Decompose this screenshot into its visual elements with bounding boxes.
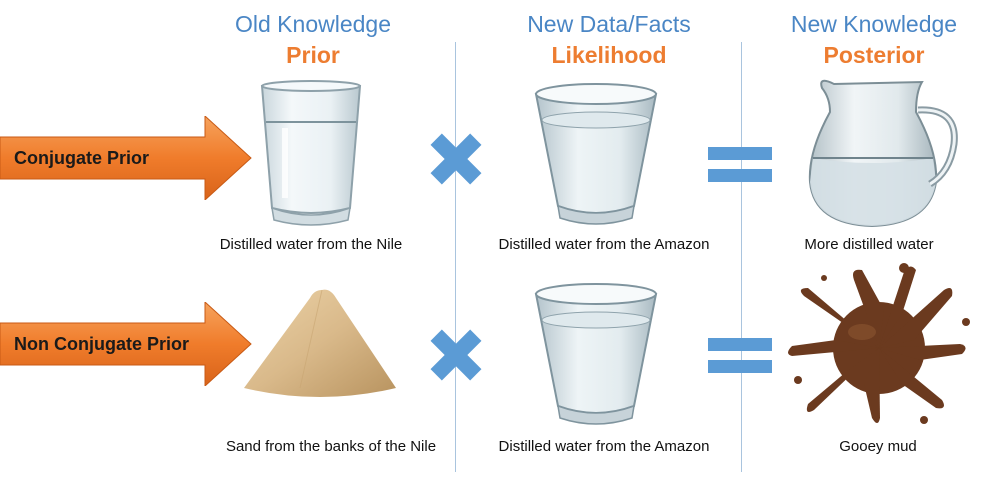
column-title: Old Knowledge xyxy=(235,11,391,37)
multiply-icon xyxy=(430,329,482,381)
caption-posterior-row2: Gooey mud xyxy=(839,438,917,455)
column-header-prior: Old Knowledge Prior xyxy=(183,10,443,70)
equals-icon xyxy=(708,338,772,373)
multiply-icon xyxy=(430,133,482,185)
column-title: New Knowledge xyxy=(790,11,958,37)
column-subtitle: Prior xyxy=(286,42,340,68)
caption-posterior-row1: More distilled water xyxy=(804,236,934,253)
row-label-conjugate: Conjugate Prior xyxy=(14,148,150,168)
glass-icon xyxy=(534,83,658,225)
column-title: New Data/Facts xyxy=(527,11,691,37)
column-subtitle: Posterior xyxy=(823,42,925,68)
caption-likelihood-row1: Distilled water from the Amazon xyxy=(498,236,710,253)
arrow-icon xyxy=(0,302,252,386)
caption-prior-row2: Sand from the banks of the Nile xyxy=(225,438,437,455)
column-header-posterior: New Knowledge Posterior xyxy=(744,10,990,70)
glass-icon xyxy=(260,80,362,226)
row-label-non-conjugate: Non Conjugate Prior xyxy=(14,334,189,354)
column-divider xyxy=(741,42,742,472)
equals-icon xyxy=(708,147,772,182)
sand-pile-icon xyxy=(244,289,396,397)
pitcher-icon xyxy=(808,79,958,228)
column-header-likelihood: New Data/Facts Likelihood xyxy=(479,10,739,70)
column-divider xyxy=(455,42,456,472)
caption-prior-row1: Distilled water from the Nile xyxy=(219,236,403,253)
mud-splat-icon xyxy=(788,263,970,424)
glass-icon xyxy=(534,283,658,425)
arrow-icon xyxy=(0,116,252,200)
caption-likelihood-row2: Distilled water from the Amazon xyxy=(498,438,710,455)
column-subtitle: Likelihood xyxy=(551,42,667,68)
